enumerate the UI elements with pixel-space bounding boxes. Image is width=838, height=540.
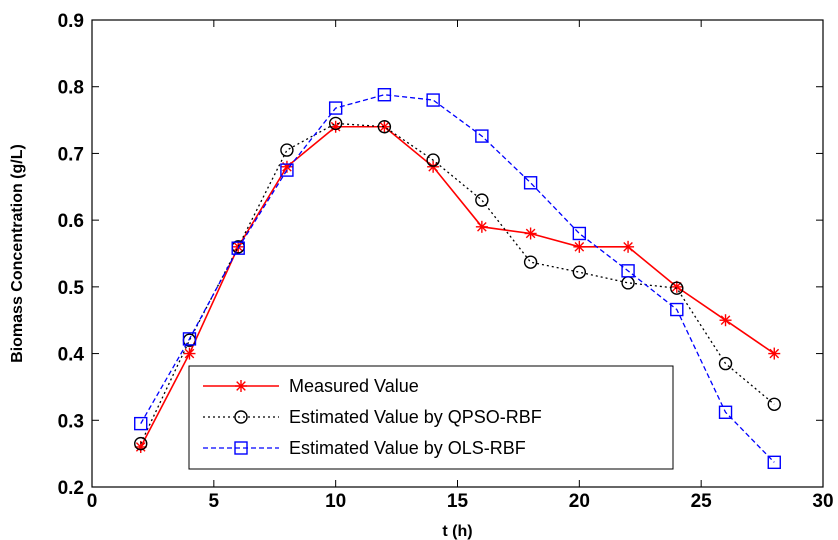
y-axis-title: Biomass Concentration (g/L) <box>9 144 26 363</box>
y-tick-label: 0.5 <box>58 278 85 299</box>
x-tick-label: 25 <box>691 491 713 512</box>
x-axis-title: t (h) <box>442 523 472 540</box>
legend: Measured Value Estimated Value by QPSO-RB… <box>188 365 674 470</box>
data-point-estimated-value-by-qpso-rbf <box>280 143 294 157</box>
series-line-measured-value <box>140 125 775 448</box>
legend-label-measured-value: Measured Value <box>289 376 419 396</box>
series-line-estimated-value-by-ols-rbf <box>140 94 775 463</box>
x-tick-label: 10 <box>325 491 346 512</box>
legend-label-estimated-value-by-qpso-rbf: Estimated Value by QPSO-RBF <box>289 407 542 427</box>
data-point-estimated-value-by-qpso-rbf <box>475 193 489 207</box>
data-point-estimated-value-by-qpso-rbf <box>377 120 392 134</box>
legend-label-estimated-value-by-ols-rbf: Estimated Value by OLS-RBF <box>289 438 526 458</box>
data-point-measured-value <box>183 347 196 360</box>
data-point-estimated-value-by-qpso-rbf <box>767 397 781 411</box>
data-point-measured-value <box>475 220 488 233</box>
data-point-measured-value <box>768 347 781 360</box>
data-point-estimated-value-by-ols-rbf <box>280 163 294 177</box>
data-point-measured-value <box>622 240 635 253</box>
x-tick-label: 30 <box>812 491 833 512</box>
series-group <box>134 88 781 470</box>
y-tick-label: 0.8 <box>58 78 84 99</box>
y-tick-label: 0.7 <box>58 144 84 165</box>
y-tick-label: 0.6 <box>58 211 84 232</box>
data-point-estimated-value-by-ols-rbf <box>767 455 781 470</box>
y-tick-label: 0.3 <box>58 411 84 432</box>
data-point-estimated-value-by-qpso-rbf <box>328 116 343 131</box>
data-point-estimated-value-by-ols-rbf <box>377 88 392 102</box>
data-point-estimated-value-by-qpso-rbf <box>134 436 148 451</box>
y-tick-label: 0.2 <box>58 478 84 499</box>
y-tick-label: 0.9 <box>58 11 84 32</box>
x-tick-label: 20 <box>569 491 590 512</box>
x-tick-label: 5 <box>209 491 220 512</box>
data-point-estimated-value-by-ols-rbf <box>621 264 635 278</box>
data-point-measured-value <box>719 314 732 327</box>
x-tick-label: 15 <box>447 491 469 512</box>
data-point-estimated-value-by-ols-rbf <box>718 405 733 419</box>
data-point-estimated-value-by-ols-rbf <box>426 93 440 107</box>
data-point-estimated-value-by-ols-rbf <box>572 226 587 241</box>
data-point-estimated-value-by-ols-rbf <box>134 416 148 431</box>
data-point-estimated-value-by-qpso-rbf <box>670 281 684 295</box>
data-point-measured-value <box>573 240 586 253</box>
data-point-estimated-value-by-ols-rbf <box>328 101 343 115</box>
y-tick-label: 0.4 <box>58 345 85 366</box>
data-point-estimated-value-by-qpso-rbf <box>572 265 587 279</box>
x-tick-label: 0 <box>87 491 98 512</box>
data-point-estimated-value-by-ols-rbf <box>182 332 197 346</box>
data-point-estimated-value-by-qpso-rbf <box>523 255 538 269</box>
data-point-estimated-value-by-ols-rbf <box>231 241 245 255</box>
data-point-estimated-value-by-ols-rbf <box>670 302 684 317</box>
data-point-estimated-value-by-ols-rbf <box>523 176 538 190</box>
legend-marker-measured-value <box>235 380 247 392</box>
data-point-measured-value <box>378 120 391 133</box>
data-point-estimated-value-by-qpso-rbf <box>718 356 733 371</box>
data-point-estimated-value-by-qpso-rbf <box>426 153 440 167</box>
legend-marker-estimated-value-by-qpso-rbf <box>234 410 248 424</box>
data-point-estimated-value-by-ols-rbf <box>475 129 489 143</box>
legend-marker-estimated-value-by-ols-rbf <box>234 441 248 455</box>
data-point-measured-value <box>524 227 537 240</box>
